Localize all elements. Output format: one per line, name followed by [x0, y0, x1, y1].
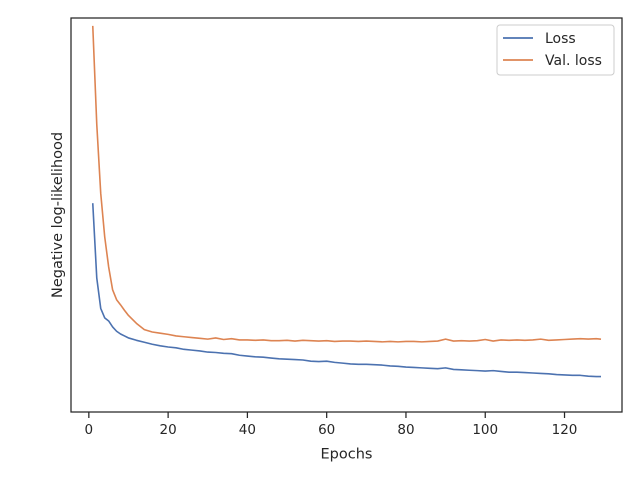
axes-frame: [70, 17, 623, 413]
legend-label-1: Loss: [545, 31, 576, 47]
x-tick-label: 120: [552, 422, 578, 438]
x-tick-label: 20: [160, 422, 177, 438]
x-tick-label: 0: [85, 422, 94, 438]
series-layer: [91, 25, 602, 378]
x-tick-label: 60: [318, 422, 335, 438]
x-tick-label: 40: [239, 422, 256, 438]
y-axis-label: Negative log-likelihood: [50, 132, 66, 298]
plot-area: [71, 18, 622, 412]
plot-background: [71, 18, 622, 412]
legend: Loss Val. loss: [496, 24, 615, 76]
series-line-2: [91, 25, 602, 343]
x-axis-ticks: 0 20 40 60 80 100 120: [85, 412, 578, 438]
legend-label-2: Val. loss: [545, 53, 602, 69]
x-tick-label: 80: [397, 422, 414, 438]
x-tick-label: 100: [472, 422, 498, 438]
x-axis-label: Epochs: [321, 447, 373, 463]
series-line-1: [91, 203, 602, 378]
